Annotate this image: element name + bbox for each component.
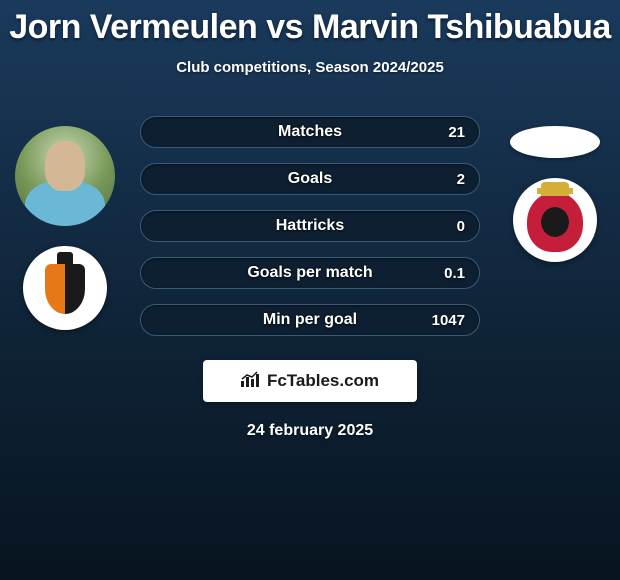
stat-label: Min per goal — [141, 311, 479, 329]
comparison-panel: Matches 21 Goals 2 Hattricks 0 Goals per… — [0, 106, 620, 356]
stat-row-goals: Goals 2 — [140, 163, 480, 195]
stat-row-hattricks: Hattricks 0 — [140, 210, 480, 242]
stat-right-value: 0.1 — [444, 265, 465, 282]
brand-box[interactable]: FcTables.com — [203, 360, 417, 402]
subtitle: Club competitions, Season 2024/2025 — [0, 59, 620, 76]
stat-right-value: 2 — [457, 171, 465, 188]
page-title: Jorn Vermeulen vs Marvin Tshibuabua — [0, 0, 620, 47]
stat-label: Matches — [141, 123, 479, 141]
club-left-crest — [23, 246, 107, 330]
brand-label: FcTables.com — [267, 371, 379, 391]
stat-right-value: 21 — [448, 124, 465, 141]
date-label: 24 february 2025 — [0, 422, 620, 440]
club-right-crest — [513, 178, 597, 262]
stat-label: Hattricks — [141, 217, 479, 235]
stat-right-value: 1047 — [432, 312, 465, 329]
brand-chart-icon — [241, 371, 261, 392]
stats-list: Matches 21 Goals 2 Hattricks 0 Goals per… — [140, 116, 480, 351]
stat-row-goals-per-match: Goals per match 0.1 — [140, 257, 480, 289]
stat-row-min-per-goal: Min per goal 1047 — [140, 304, 480, 336]
stat-right-value: 0 — [457, 218, 465, 235]
left-column — [10, 106, 120, 330]
stat-label: Goals — [141, 170, 479, 188]
player-right-photo-placeholder — [510, 126, 600, 158]
right-column — [500, 106, 610, 262]
stat-label: Goals per match — [141, 264, 479, 282]
player-left-photo — [15, 126, 115, 226]
stat-row-matches: Matches 21 — [140, 116, 480, 148]
